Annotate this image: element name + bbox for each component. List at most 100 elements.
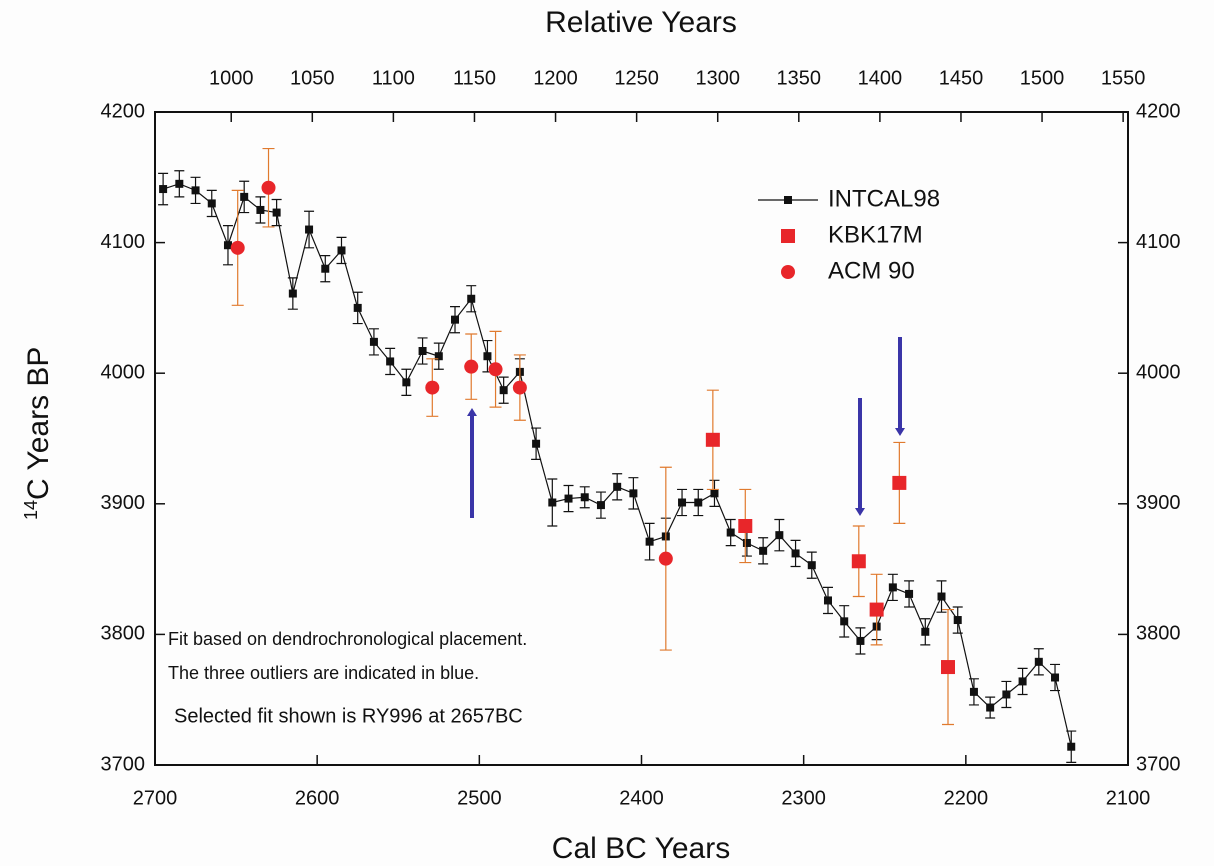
y-tick-label: 4100	[101, 231, 146, 253]
data-point	[353, 303, 362, 312]
data-point	[1034, 657, 1043, 666]
data-point	[840, 617, 849, 626]
x-tick-label: 2600	[295, 787, 340, 809]
data-point	[548, 498, 557, 507]
x2-tick-label: 1450	[939, 67, 984, 89]
data-point	[1018, 677, 1027, 686]
data-point	[710, 489, 719, 498]
y-tick-label: 3700	[101, 753, 146, 775]
data-point	[191, 186, 200, 195]
x2-tick-label: 1550	[1101, 67, 1146, 89]
data-point	[1067, 742, 1076, 751]
legend-label: ACM 90	[828, 257, 915, 284]
data-point	[467, 294, 476, 303]
data-point	[940, 660, 955, 675]
data-point	[856, 636, 865, 645]
data-point	[694, 498, 703, 507]
y-tick-label: 4200	[101, 100, 146, 122]
data-point	[464, 359, 479, 374]
x2-tick-label: 1000	[209, 67, 254, 89]
y2-tick-label: 4000	[1136, 361, 1181, 383]
x2-tick-label: 1050	[290, 67, 335, 89]
data-point	[337, 246, 346, 255]
data-point	[272, 208, 281, 217]
data-point	[159, 185, 168, 194]
data-point	[705, 432, 720, 447]
y-axis-title-group: 14 C Years BP	[21, 347, 55, 520]
data-point	[488, 362, 503, 377]
data-point	[425, 380, 440, 395]
x-tick-label: 2700	[133, 787, 178, 809]
x2-axis-title: Relative Years	[545, 6, 737, 39]
data-point	[223, 241, 232, 250]
data-point	[402, 378, 411, 387]
data-point	[207, 199, 216, 208]
data-point	[742, 538, 751, 547]
data-point	[905, 589, 914, 598]
y-tick-label: 3800	[101, 623, 146, 645]
data-point	[791, 549, 800, 558]
data-point	[937, 592, 946, 601]
y-axis-title: C Years BP	[22, 347, 55, 500]
data-point	[261, 180, 276, 195]
annotation: Selected fit shown is RY996 at 2657BC	[174, 705, 523, 727]
x2-tick-label: 1100	[372, 67, 415, 89]
y2-tick-label: 4200	[1136, 100, 1181, 122]
annotation: The three outliers are indicated in blue…	[168, 663, 479, 683]
data-point	[738, 519, 753, 534]
x2-tick-label: 1250	[614, 67, 659, 89]
data-point	[629, 489, 638, 498]
y2-tick-label: 4100	[1136, 231, 1181, 253]
data-point	[483, 352, 492, 361]
data-point	[658, 551, 673, 566]
y-tick-label: 3900	[101, 492, 146, 514]
legend-label: INTCAL98	[828, 185, 940, 212]
data-point	[499, 386, 508, 395]
x2-tick-label: 1300	[695, 67, 740, 89]
data-point	[418, 346, 427, 355]
data-point	[580, 493, 589, 502]
legend-marker	[781, 265, 795, 279]
data-point	[434, 352, 443, 361]
data-point	[305, 225, 314, 234]
x2-tick-label: 1500	[1020, 67, 1065, 89]
x-tick-label: 2400	[619, 787, 664, 809]
x-tick-label: 2300	[781, 787, 826, 809]
x-tick-label: 2500	[457, 787, 502, 809]
legend-marker	[784, 196, 792, 204]
data-point	[892, 475, 907, 490]
data-point	[230, 240, 245, 255]
y-tick-label: 4000	[101, 361, 146, 383]
data-point	[969, 687, 978, 696]
y2-tick-label: 3900	[1136, 492, 1181, 514]
data-point	[240, 192, 249, 201]
data-point	[532, 439, 541, 448]
legend-marker	[781, 229, 795, 243]
data-point	[321, 264, 330, 273]
data-point	[451, 315, 460, 324]
data-point	[807, 561, 816, 570]
data-point	[369, 337, 378, 346]
annotation: Fit based on dendrochronological placeme…	[168, 629, 527, 649]
y-axis-title-sup: 14	[21, 500, 41, 520]
x2-tick-label: 1150	[453, 67, 496, 89]
data-point	[921, 627, 930, 636]
data-point	[678, 498, 687, 507]
data-point	[726, 528, 735, 537]
data-point	[851, 554, 866, 569]
data-point	[823, 596, 832, 605]
legend-label: KBK17M	[828, 221, 923, 248]
data-point	[564, 494, 573, 503]
y2-tick-label: 3700	[1136, 753, 1181, 775]
data-point	[1002, 690, 1011, 699]
data-point	[256, 205, 265, 214]
data-point	[386, 357, 395, 366]
data-point	[512, 380, 527, 395]
x-axis-title: Cal BC Years	[552, 832, 730, 865]
data-point	[175, 179, 184, 188]
data-point	[613, 482, 622, 491]
data-point	[759, 546, 768, 555]
data-point	[645, 537, 654, 546]
